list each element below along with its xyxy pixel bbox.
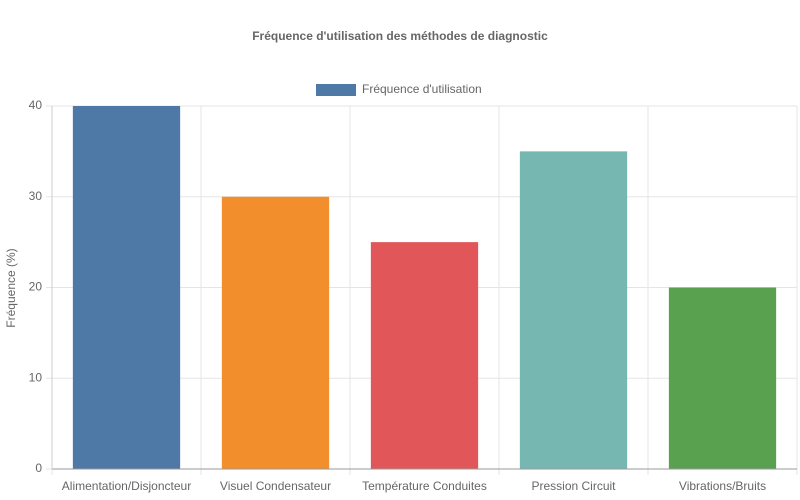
x-tick-label: Visuel Condensateur: [220, 479, 331, 493]
y-tick-label: 10: [29, 370, 43, 384]
legend-label: Fréquence d'utilisation: [362, 82, 482, 96]
bar: [519, 151, 628, 469]
x-tick-label: Pression Circuit: [531, 479, 616, 493]
y-tick-label: 40: [29, 98, 43, 112]
y-tick-label: 30: [29, 189, 43, 203]
chart-title: Fréquence d'utilisation des méthodes de …: [252, 29, 548, 43]
bar: [370, 242, 479, 469]
y-tick-label: 0: [35, 461, 42, 475]
bar: [221, 196, 330, 469]
bar: [668, 287, 777, 469]
y-axis-label: Fréquence (%): [4, 248, 18, 327]
x-tick-label: Vibrations/Bruits: [679, 479, 766, 493]
legend-swatch: [316, 84, 356, 96]
y-tick-label: 20: [29, 280, 43, 294]
x-tick-label: Alimentation/Disjoncteur: [62, 479, 191, 493]
x-tick-label: Température Conduites: [362, 479, 487, 493]
bar: [72, 106, 181, 469]
